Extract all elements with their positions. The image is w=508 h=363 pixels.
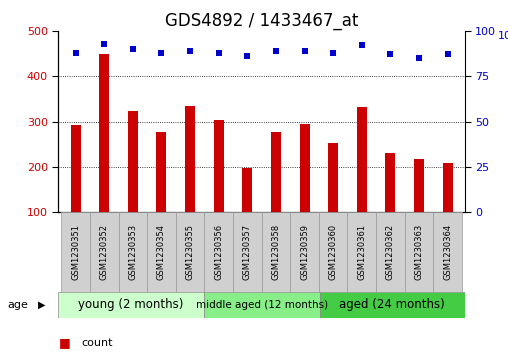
Bar	[271, 132, 281, 212]
Text: count: count	[81, 338, 113, 348]
Text: GSM1230352: GSM1230352	[100, 224, 109, 280]
Point	[443, 52, 452, 57]
Text: GSM1230359: GSM1230359	[300, 224, 309, 280]
Text: ■: ■	[58, 362, 70, 363]
Text: ▶: ▶	[38, 300, 46, 310]
Point	[72, 50, 80, 56]
Text: GSM1230353: GSM1230353	[129, 224, 137, 280]
Bar	[156, 131, 167, 212]
Text: GSM1230351: GSM1230351	[71, 224, 80, 280]
Bar	[147, 212, 176, 292]
Point	[186, 48, 194, 54]
Bar	[376, 212, 405, 292]
Bar	[262, 212, 290, 292]
Text: aged (24 months): aged (24 months)	[339, 298, 445, 311]
Point	[301, 48, 309, 54]
Text: middle aged (12 months): middle aged (12 months)	[196, 300, 328, 310]
Text: 100%: 100%	[497, 31, 508, 41]
Bar	[357, 107, 367, 212]
Text: GSM1230358: GSM1230358	[271, 224, 280, 280]
Bar	[71, 125, 81, 212]
Bar	[319, 212, 347, 292]
Point	[387, 52, 395, 57]
Text: GSM1230354: GSM1230354	[157, 224, 166, 280]
Text: GSM1230364: GSM1230364	[443, 224, 452, 280]
Point	[329, 50, 337, 56]
Bar	[300, 124, 309, 212]
Text: GSM1230362: GSM1230362	[386, 224, 395, 280]
Bar	[118, 212, 147, 292]
FancyBboxPatch shape	[320, 292, 465, 318]
Text: ■: ■	[58, 337, 70, 350]
Bar	[328, 143, 338, 212]
Text: GSM1230360: GSM1230360	[329, 224, 338, 280]
Bar	[386, 153, 395, 212]
Bar	[90, 212, 118, 292]
Bar	[433, 212, 462, 292]
Bar	[442, 163, 453, 212]
Point	[243, 53, 251, 59]
Bar	[405, 212, 433, 292]
Title: GDS4892 / 1433467_at: GDS4892 / 1433467_at	[165, 12, 358, 29]
Bar	[128, 111, 138, 212]
Text: GSM1230355: GSM1230355	[185, 224, 195, 280]
Point	[358, 42, 366, 48]
Bar	[290, 212, 319, 292]
Point	[415, 55, 423, 61]
Text: GSM1230357: GSM1230357	[243, 224, 252, 280]
Text: young (2 months): young (2 months)	[78, 298, 184, 311]
Bar	[214, 120, 224, 212]
Bar	[204, 212, 233, 292]
Point	[157, 50, 166, 56]
Bar	[414, 159, 424, 212]
Bar	[233, 212, 262, 292]
Point	[272, 48, 280, 54]
Bar	[242, 168, 252, 212]
Text: GSM1230361: GSM1230361	[357, 224, 366, 280]
Bar	[99, 53, 109, 212]
Point	[100, 41, 108, 46]
Text: age: age	[8, 300, 28, 310]
Text: GSM1230363: GSM1230363	[415, 224, 424, 280]
Text: GSM1230356: GSM1230356	[214, 224, 223, 280]
FancyBboxPatch shape	[58, 292, 204, 318]
Point	[214, 50, 223, 56]
Bar	[185, 106, 195, 212]
Bar	[347, 212, 376, 292]
Point	[129, 46, 137, 52]
Bar	[176, 212, 204, 292]
Bar	[61, 212, 90, 292]
FancyBboxPatch shape	[204, 292, 320, 318]
